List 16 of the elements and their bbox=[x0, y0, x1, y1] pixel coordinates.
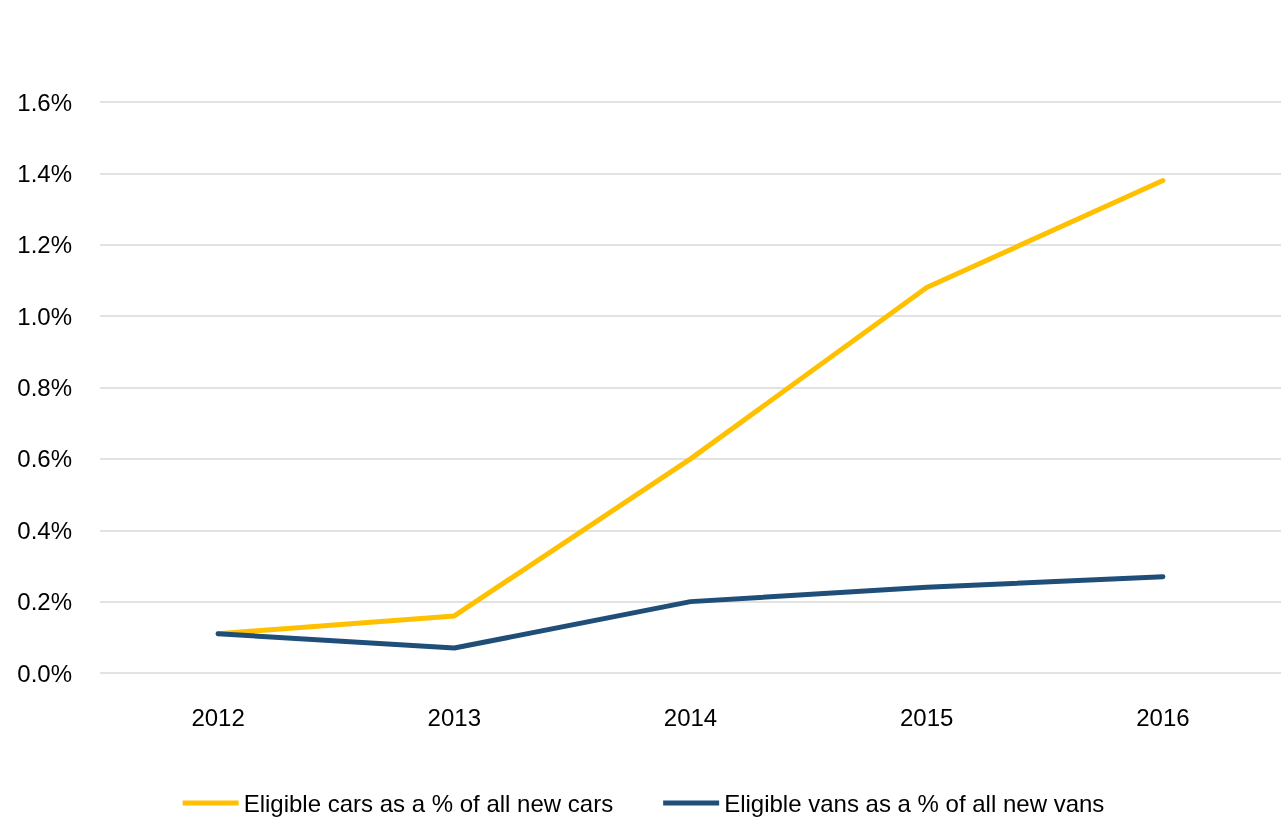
x-tick-label: 2015 bbox=[900, 703, 954, 731]
y-tick-label: 1.0% bbox=[17, 302, 72, 330]
legend-label: Eligible cars as a % of all new cars bbox=[243, 789, 614, 817]
y-tick-label: 0.4% bbox=[17, 516, 72, 544]
x-tick-label: 2012 bbox=[191, 703, 245, 731]
legend-label: Eligible vans as a % of all new vans bbox=[724, 789, 1105, 817]
y-tick-label: 1.6% bbox=[17, 88, 72, 116]
x-tick-label: 2014 bbox=[663, 703, 718, 731]
y-tick-label: 1.4% bbox=[17, 159, 72, 187]
y-tick-label: 0.6% bbox=[17, 445, 72, 473]
y-tick-label: 0.2% bbox=[17, 588, 72, 616]
y-tick-label: 0.0% bbox=[17, 659, 72, 687]
y-tick-label: 0.8% bbox=[17, 374, 72, 401]
x-tick-label: 2013 bbox=[427, 703, 481, 731]
y-tick-label: 1.2% bbox=[17, 231, 72, 259]
x-tick-label: 2016 bbox=[1136, 703, 1190, 731]
